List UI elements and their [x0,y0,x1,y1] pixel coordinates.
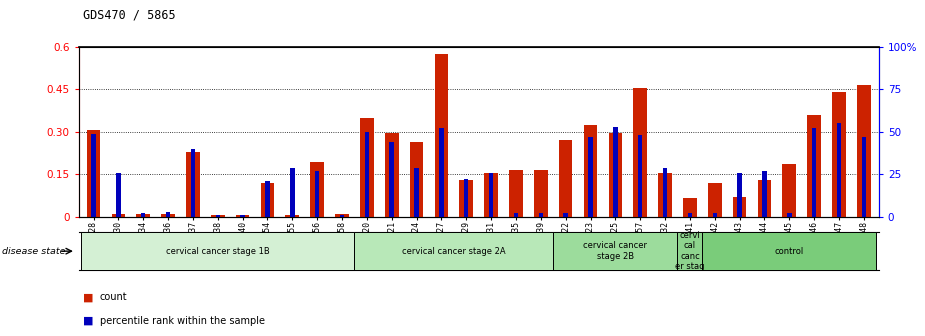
Bar [460,180,473,217]
Bar [677,232,702,270]
Bar [87,130,101,217]
Bar [857,85,870,217]
Bar [290,168,294,217]
Bar [762,171,767,217]
Bar [261,183,275,217]
Bar [534,170,548,217]
Bar [410,142,424,217]
Bar [812,128,817,217]
Bar [136,214,150,217]
Bar [559,140,573,217]
Text: percentile rank within the sample: percentile rank within the sample [100,316,265,326]
Bar [737,173,742,217]
Bar [364,132,369,217]
Bar [354,232,553,270]
Bar [314,171,319,217]
Text: control: control [774,247,804,256]
Bar [216,215,220,217]
Bar [861,137,866,217]
Text: cervical cancer stage 2A: cervical cancer stage 2A [402,247,506,256]
Bar [584,125,598,217]
Bar [166,212,170,217]
Bar [211,215,225,217]
Bar [513,213,518,217]
Text: cervi
cal
canc
er stag: cervi cal canc er stag [675,231,705,271]
Bar [509,170,523,217]
Bar [186,152,200,217]
Bar [339,215,344,217]
Bar [702,232,876,270]
Bar [683,198,697,217]
Bar [236,215,250,217]
Bar [191,149,195,217]
Bar [360,118,374,217]
Bar [708,183,722,217]
Bar [638,135,643,217]
Bar [141,213,145,217]
Bar [687,213,692,217]
Bar [733,197,746,217]
Text: cervical cancer
stage 2B: cervical cancer stage 2B [584,242,647,261]
Bar [787,213,792,217]
Bar [92,134,96,217]
Bar [613,127,618,217]
Text: disease state: disease state [2,247,66,256]
Bar [712,213,717,217]
Bar [663,168,667,217]
Bar [81,232,354,270]
Text: cervical cancer stage 1B: cervical cancer stage 1B [166,247,270,256]
Text: ■: ■ [83,316,93,326]
Bar [240,215,245,217]
Bar [117,173,120,217]
Bar [659,173,672,217]
Bar [485,173,498,217]
Text: ■: ■ [83,292,93,302]
Bar [538,213,543,217]
Bar [489,173,493,217]
Text: GDS470 / 5865: GDS470 / 5865 [83,8,176,22]
Bar [414,168,419,217]
Bar [161,214,175,217]
Bar [112,214,125,217]
Bar [464,179,468,217]
Bar [265,181,270,217]
Bar [389,142,394,217]
Bar [758,180,771,217]
Bar [783,164,796,217]
Bar [808,115,821,217]
Text: count: count [100,292,128,302]
Bar [439,128,444,217]
Bar [553,232,677,270]
Bar [335,214,349,217]
Bar [609,133,623,217]
Bar [634,88,647,217]
Bar [311,162,324,217]
Bar [588,137,593,217]
Bar [832,92,845,217]
Bar [286,215,299,217]
Bar [837,123,841,217]
Bar [435,54,449,217]
Bar [385,133,399,217]
Bar [563,213,568,217]
